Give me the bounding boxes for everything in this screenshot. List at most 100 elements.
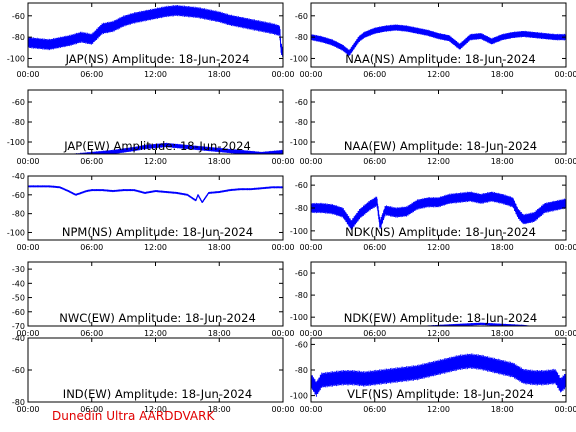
footer-label: Dunedin Ultra AARDDVARK: [52, 409, 215, 423]
y-tick-label: -60: [12, 308, 25, 317]
panel-naa-ew: -100 -80 -60 00:00 06:00 12:00 18:00 00:00 NAA(E…: [290, 89, 576, 166]
trace-band-jap-ns: [28, 4, 283, 59]
panel-title: JAP(NS) Amplitude: 18-Jun-2024: [65, 52, 250, 66]
trace-line-npm-ns: [28, 185, 283, 203]
x-tick-label: 00:00: [271, 405, 294, 414]
panel-title: NAA(NS) Amplitude: 18-Jun-2024: [345, 52, 535, 66]
x-tick-label: 00:00: [271, 157, 294, 166]
x-tick-label: 18:00: [208, 70, 231, 79]
x-tick-label: 00:00: [299, 243, 322, 252]
x-tick-label: 18:00: [208, 243, 231, 252]
y-tick-label: -80: [12, 210, 25, 219]
y-tick-label: -80: [295, 291, 308, 300]
trace-line-naa-ns: [311, 27, 566, 54]
trace-line-ndk-ns: [311, 196, 566, 226]
y-tick-label: -80: [295, 204, 308, 213]
y-tick-label: -80: [295, 33, 308, 42]
x-tick-label: 00:00: [554, 70, 576, 79]
x-tick-label: 12:00: [427, 70, 450, 79]
y-tick-label: -80: [295, 366, 308, 375]
x-tick-label: 00:00: [271, 329, 294, 338]
x-tick-label: 18:00: [491, 405, 514, 414]
x-tick-label: 06:00: [80, 243, 103, 252]
y-tick-label: -80: [12, 33, 25, 42]
y-tick-label: -80: [12, 118, 25, 127]
trace-vlf-ns: [311, 353, 566, 397]
panel-title: VLF(NS) Amplitude: 18-Jun-2024: [347, 387, 534, 401]
panel-ndk-ns: -100 -80 -60 00:00 06:00 12:00 18:00 00:00 NDK(N…: [290, 175, 576, 252]
y-tick-label: -60: [295, 340, 308, 349]
panel-ind-ew: -80 -60 -40 00:00 06:00 12:00 18:00 00:00 IND(EW…: [12, 334, 295, 414]
trace-jap-ew: [65, 142, 283, 154]
panel-nwc-ew: -70 -60 -50 -40 -30 00:00 06:00 12:00 18:00 00:00…: [12, 261, 295, 338]
y-tick-label: -100: [7, 228, 25, 237]
x-tick-label: 18:00: [208, 329, 231, 338]
x-tick-label: 18:00: [491, 329, 514, 338]
panel-vlf-ns: -100 -80 -60 00:00 06:00 12:00 18:00 00:00 VLF(N…: [290, 337, 576, 414]
x-tick-label: 00:00: [554, 243, 576, 252]
y-tick-label: -60: [295, 12, 308, 21]
x-tick-label: 18:00: [208, 405, 231, 414]
panel-title: NDK(NS) Amplitude: 18-Jun-2024: [345, 225, 536, 239]
trace-naa-ns: [311, 24, 566, 56]
trace-ndk-ew: [416, 322, 536, 326]
x-tick-label: 06:00: [80, 70, 103, 79]
trace-line-jap-ew: [86, 144, 283, 154]
x-tick-label: 00:00: [271, 243, 294, 252]
x-tick-label: 18:00: [491, 70, 514, 79]
panel-title: JAP(EW) Amplitude: 18-Jun-2024: [63, 139, 251, 153]
trace-jap-ns: [28, 4, 283, 59]
x-tick-label: 00:00: [554, 405, 576, 414]
y-tick-label: -80: [12, 398, 25, 407]
trace-npm-ns: [28, 185, 283, 204]
x-tick-label: 12:00: [144, 405, 167, 414]
y-tick-label: -60: [295, 181, 308, 190]
x-tick-label: 06:00: [80, 329, 103, 338]
y-tick-label: -100: [7, 138, 25, 147]
x-tick-label: 00:00: [554, 157, 576, 166]
x-tick-label: 00:00: [16, 70, 39, 79]
x-tick-label: 00:00: [554, 329, 576, 338]
x-tick-label: 00:00: [16, 405, 39, 414]
panel-jap-ew: -100 -80 -60 00:00 06:00 12:00 18:00 00:00 JAP(E…: [7, 89, 295, 166]
y-tick-label: -40: [12, 279, 25, 288]
panel-title: NAA(EW) Amplitude: 18-Jun-2024: [344, 139, 537, 153]
y-tick-label: -100: [290, 54, 308, 63]
x-tick-label: 00:00: [299, 405, 322, 414]
trace-line-jap-ns: [28, 9, 283, 54]
x-tick-label: 06:00: [363, 70, 386, 79]
x-tick-label: 00:00: [16, 157, 39, 166]
x-tick-label: 12:00: [427, 243, 450, 252]
x-tick-label: 06:00: [363, 157, 386, 166]
x-tick-label: 00:00: [299, 329, 322, 338]
x-tick-label: 12:00: [144, 329, 167, 338]
y-tick-label: -80: [295, 118, 308, 127]
x-tick-label: 06:00: [363, 243, 386, 252]
x-tick-label: 12:00: [427, 157, 450, 166]
panel-title: NWC(EW) Amplitude: 18-Jun-2024: [59, 311, 256, 325]
panel-title: NPM(NS) Amplitude: 18-Jun-2024: [62, 225, 253, 239]
x-tick-label: 18:00: [491, 243, 514, 252]
y-tick-label: -60: [12, 12, 25, 21]
y-tick-label: -60: [12, 98, 25, 107]
x-tick-label: 12:00: [144, 157, 167, 166]
x-tick-label: 00:00: [299, 157, 322, 166]
x-tick-label: 00:00: [16, 243, 39, 252]
x-tick-label: 06:00: [363, 329, 386, 338]
panel-title: NDK(EW) Amplitude: 18-Jun-2024: [344, 311, 538, 325]
trace-ndk-ns: [311, 191, 566, 230]
trace-band-ndk-ns: [311, 191, 566, 230]
x-tick-label: 12:00: [144, 243, 167, 252]
x-tick-label: 06:00: [80, 405, 103, 414]
panel-title: IND(EW) Amplitude: 18-Jun-2024: [63, 387, 252, 401]
x-tick-label: 12:00: [144, 70, 167, 79]
y-tick-label: -100: [7, 54, 25, 63]
y-tick-label: -100: [290, 392, 308, 401]
y-tick-label: -60: [12, 191, 25, 200]
y-tick-label: -60: [12, 366, 25, 375]
x-tick-label: 06:00: [363, 405, 386, 414]
y-tick-label: -30: [12, 265, 25, 274]
x-tick-label: 18:00: [491, 157, 514, 166]
x-tick-label: 06:00: [80, 157, 103, 166]
panel-jap-ns: -100 -80 -60 00:00 06:00 12:00 18:00 00:00 JAP(N…: [7, 2, 295, 79]
